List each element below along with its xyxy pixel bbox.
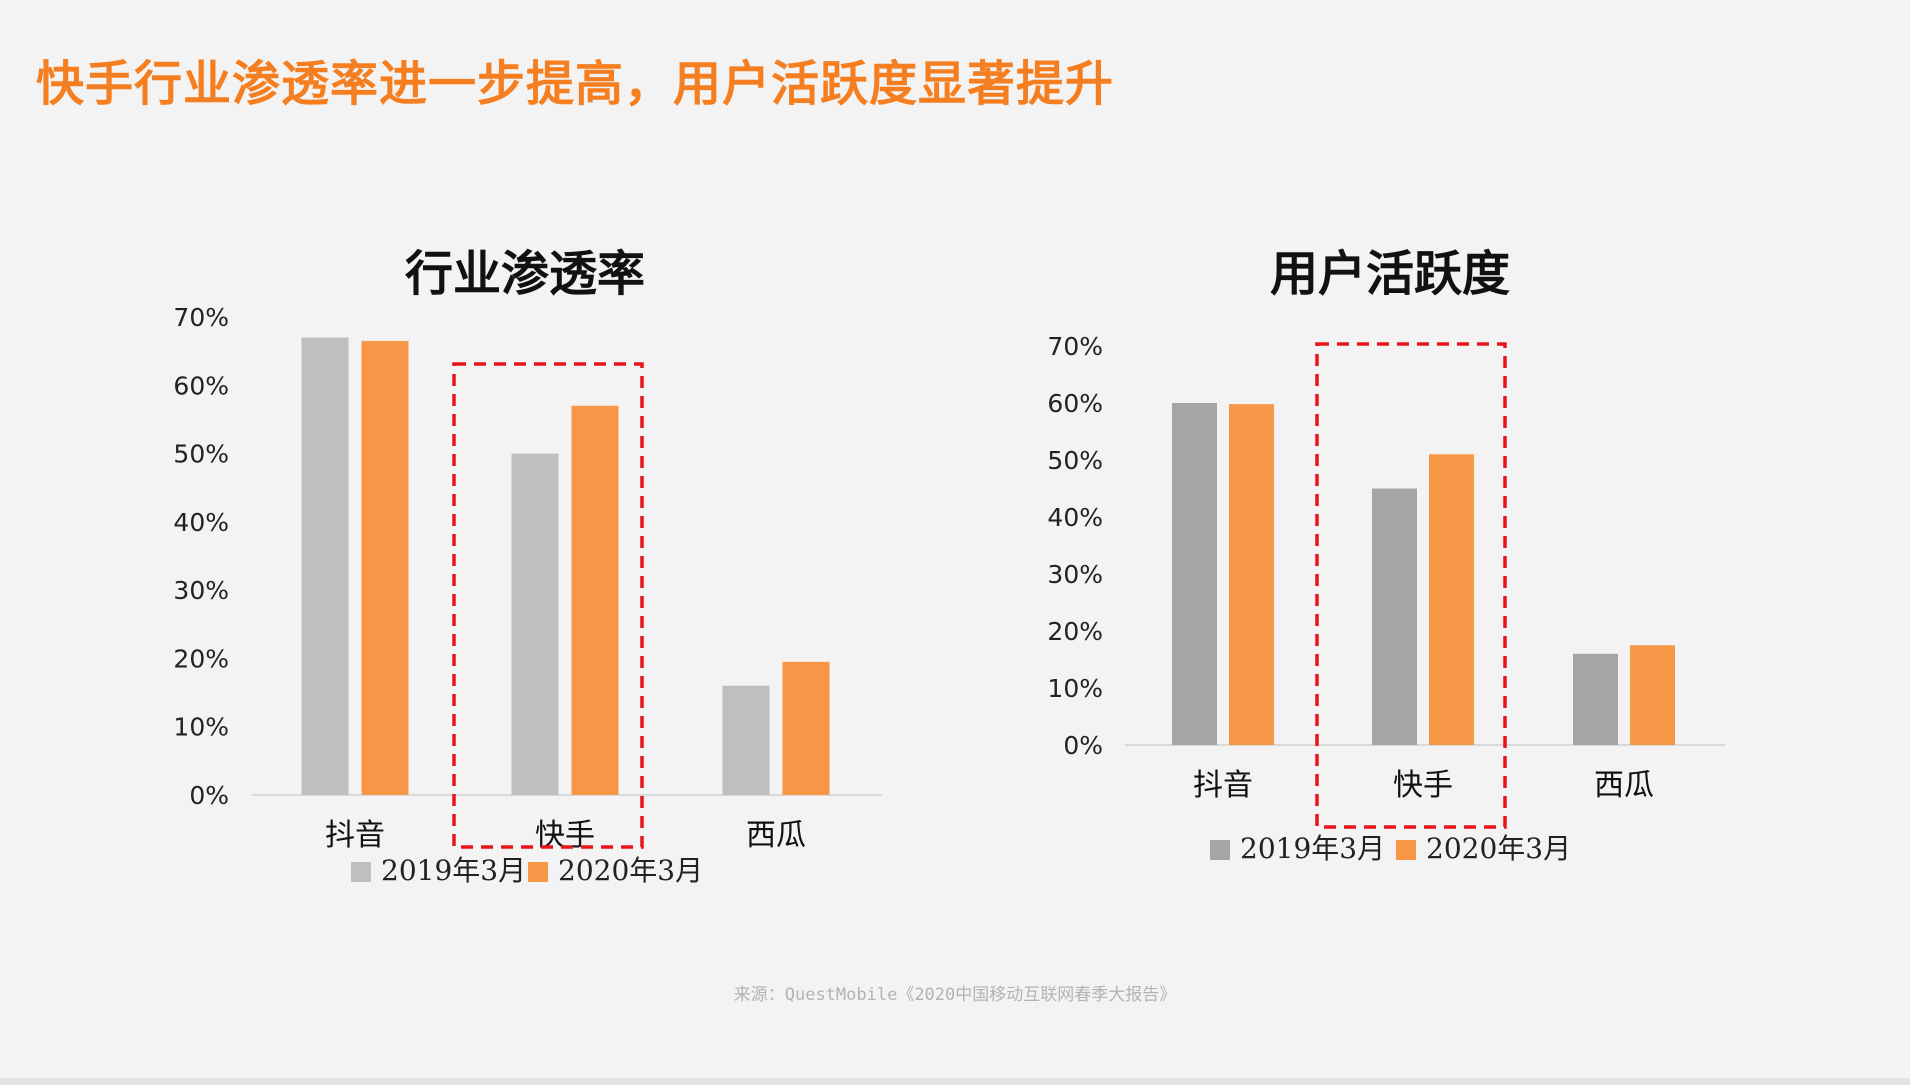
y-tick-label: 50% xyxy=(1047,446,1103,475)
bar-2019-1 xyxy=(511,453,559,795)
x-category-label: 抖音 xyxy=(325,818,385,853)
x-category-label: 西瓜 xyxy=(746,818,806,853)
y-tick-label: 10% xyxy=(1047,674,1103,703)
bottom-strip xyxy=(0,1078,1910,1085)
y-tick-label: 20% xyxy=(1047,617,1103,646)
bar-2019-0 xyxy=(301,337,349,795)
chart-title: 用户活跃度 xyxy=(1270,246,1510,302)
y-tick-label: 60% xyxy=(1047,389,1103,418)
legend-label: 2019年3月 xyxy=(1240,832,1385,865)
legend-label: 2019年3月 xyxy=(381,854,526,887)
bar-2019-1 xyxy=(1372,488,1417,745)
legend-label: 2020年3月 xyxy=(1426,832,1571,865)
x-category-label: 西瓜 xyxy=(1594,768,1654,803)
bar-2020-1 xyxy=(571,405,619,795)
y-tick-label: 0% xyxy=(189,781,229,810)
page-title: 快手行业渗透率进一步提高，用户活跃度显著提升 xyxy=(36,56,1115,112)
y-tick-label: 60% xyxy=(173,371,229,400)
source-note: 来源：QuestMobile《2020中国移动互联网春季大报告》 xyxy=(733,985,1177,1005)
y-tick-label: 70% xyxy=(173,303,229,332)
y-tick-label: 10% xyxy=(173,713,229,742)
y-tick-label: 0% xyxy=(1063,731,1103,760)
bar-2020-0 xyxy=(1229,404,1274,745)
y-tick-label: 70% xyxy=(1047,332,1103,361)
highlight-box xyxy=(452,362,644,849)
x-category-label: 快手 xyxy=(1393,768,1453,803)
y-tick-label: 30% xyxy=(173,576,229,605)
bar-2019-2 xyxy=(1573,653,1618,745)
bar-2020-2 xyxy=(1630,645,1675,745)
y-tick-label: 50% xyxy=(173,440,229,469)
y-tick-label: 30% xyxy=(1047,560,1103,589)
x-category-label: 抖音 xyxy=(1193,768,1253,803)
y-tick-label: 40% xyxy=(1047,503,1103,532)
legend-swatch xyxy=(1210,840,1230,860)
legend-label: 2020年3月 xyxy=(558,854,703,887)
legend-swatch xyxy=(1396,840,1416,860)
chart-title: 行业渗透率 xyxy=(405,246,645,302)
bar-2019-2 xyxy=(722,685,770,795)
y-tick-label: 20% xyxy=(173,644,229,673)
bar-2019-0 xyxy=(1172,403,1217,745)
legend-swatch xyxy=(351,862,371,882)
legend-swatch xyxy=(528,862,548,882)
bar-2020-2 xyxy=(782,661,830,795)
highlight-box xyxy=(1315,342,1507,829)
y-tick-label: 40% xyxy=(173,508,229,537)
bar-2020-1 xyxy=(1429,454,1474,745)
bar-2020-0 xyxy=(361,340,409,795)
